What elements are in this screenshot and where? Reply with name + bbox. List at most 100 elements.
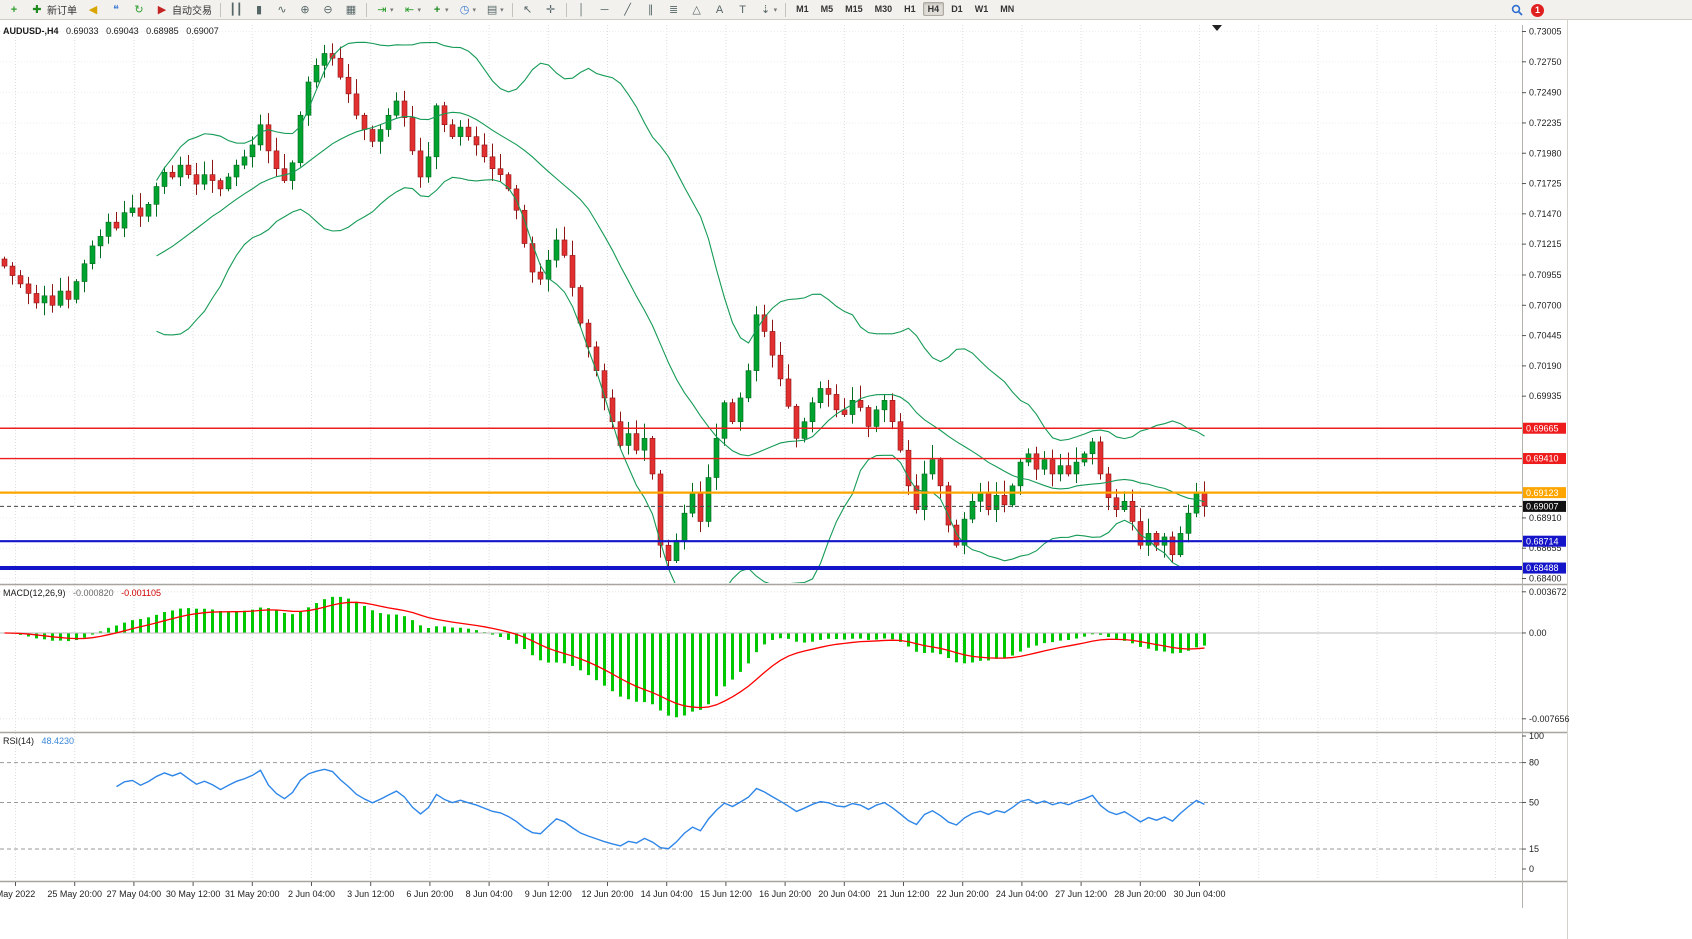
candle-body [497,168,504,175]
text-button[interactable]: A [709,1,731,19]
timeframe-MN[interactable]: MN [1000,4,1015,14]
level-price-label: 0.69665 [1526,423,1559,433]
candle-body [545,259,552,280]
cursor-button[interactable]: ↖ [517,1,539,19]
trendline-button[interactable]: ╱ [617,1,639,19]
time-axis[interactable]: May 2022 25 May 20:00 27 May 04:00 30 May 1… [0,882,1226,899]
timeframe-M15[interactable]: M15 [845,4,863,14]
templates-button[interactable]: ▤ ▾ [481,1,508,19]
timeframe-W1[interactable]: W1 [974,4,989,14]
auto-trading-icon: ▶ [157,3,167,16]
price-scale[interactable]: 0.73005 0.72750 0.72490 0.72235 0.71980 0.717… [1522,27,1570,875]
level-price-box [1523,422,1566,434]
dropdown-caret-icon: ▾ [500,6,504,14]
indicators-plus-icon: + [433,3,441,16]
periods-button[interactable]: ◷ ▾ [454,1,481,19]
channel-button[interactable]: ∥ [640,1,662,19]
messages-button[interactable]: ❝ [105,1,127,19]
candle-body [393,100,400,116]
vertical-line-button[interactable]: │ [571,1,593,19]
timeframe-M30[interactable]: M30 [874,4,893,14]
fibonacci-button[interactable]: ≣ [663,1,685,19]
candle-body [1033,453,1040,470]
candle-body [697,492,704,522]
candle-body [137,207,144,217]
candle-body [1169,536,1176,556]
notification-badge[interactable]: 1 [1531,3,1544,17]
candle-body [569,255,576,288]
level-price-label: 0.69123 [1526,488,1559,498]
candle-body [409,117,416,152]
candle-body [81,263,88,282]
candle-body [753,314,760,371]
timeframe-group: M1 M5 M15 M30 H1 H4 D1 W1 MN [790,2,1020,16]
auto-scroll-button[interactable]: ⇥ ▾ [371,1,398,19]
candle-body [449,124,456,137]
price-tick-label: 0.71980 [1529,148,1562,158]
candle-body [105,221,112,237]
refresh-button[interactable]: ↻ [128,1,150,19]
new-order-button[interactable]: ✚ 新订单 [26,1,81,19]
alerts-button[interactable]: ◀ [82,1,104,19]
candle-body [361,114,368,130]
crosshair-button[interactable]: ✛ [540,1,562,19]
timeframe-H1[interactable]: H1 [904,4,916,14]
timeframe-H4[interactable]: H4 [922,2,945,16]
candle-body [881,400,888,411]
toolbar-separator [511,2,513,17]
timeframe-M5[interactable]: M5 [820,4,834,14]
timeframe-D1[interactable]: D1 [951,4,963,14]
toolbar: + ✚ 新订单 ◀ ❝ ↻ ▶ 自动交易 ┃┃ ▮ ∿ ⊕ ⊖ ▦ ⇥ ▾ ⇤ ▾ … [0,0,1692,20]
chart-plus-icon: + [10,3,18,16]
text-icon: A [715,3,724,16]
search-icon[interactable] [1510,3,1524,17]
text-label-button[interactable]: T [732,1,754,19]
price-tick-label: 0.72235 [1529,118,1562,128]
price-tick-label: 0.70955 [1529,270,1562,280]
channel-icon: ∥ [647,3,654,16]
macd-value-signal: -0.001105 [121,588,161,598]
chat-icon: ❝ [113,3,119,16]
timeframe-M1[interactable]: M1 [796,4,809,14]
chart-shift-button[interactable]: ⇤ ▾ [399,1,426,19]
tile-windows-button[interactable]: ▦ [340,1,362,19]
shapes-button[interactable]: △ [686,1,708,19]
price-tick-label: 0.73005 [1529,27,1562,37]
candle-body [873,409,880,427]
rsi-indicator[interactable] [116,768,1205,850]
candlesticks[interactable] [1,43,1208,569]
indicators-button[interactable]: + ▾ [426,1,453,19]
zoom-in-button[interactable]: ⊕ [294,1,316,19]
dropdown-caret-icon: ▾ [445,6,449,14]
zoom-out-button[interactable]: ⊖ [317,1,339,19]
candle-body [889,400,896,423]
candle-body [1065,465,1072,475]
rsi-axis-label: 80 [1529,758,1539,768]
horizontal-level-lines[interactable] [0,25,1522,571]
horizontal-line-button[interactable]: ─ [594,1,616,19]
candle-body [369,129,376,142]
chart-symbol: AUDUSD-,H4 [3,26,59,36]
candle-body [1113,497,1120,510]
time-label: 25 May 20:00 [47,889,102,899]
candle-body [441,105,448,126]
candle-body [353,93,360,116]
candle-body [857,400,864,408]
chart-shift-icon: ⇤ [404,3,415,16]
candle-body [337,57,344,78]
candle-body [265,124,272,152]
candlestick-chart-button[interactable]: ▮ [248,1,270,19]
new-chart-button[interactable]: + [3,1,25,19]
bar-chart-button[interactable]: ┃┃ [225,1,247,19]
price-tick-label: 0.71725 [1529,179,1562,189]
horizontal-line-icon: ─ [600,3,609,16]
candle-body [1017,461,1024,487]
arrows-button[interactable]: ⇣ ▾ [755,1,782,19]
macd-indicator[interactable] [0,596,1522,718]
auto-trading-button[interactable]: ▶ 自动交易 [151,1,216,19]
candle-body [1137,521,1144,546]
price-tick-label: 0.68400 [1529,574,1562,584]
time-label: 14 Jun 04:00 [641,889,693,899]
line-chart-button[interactable]: ∿ [271,1,293,19]
